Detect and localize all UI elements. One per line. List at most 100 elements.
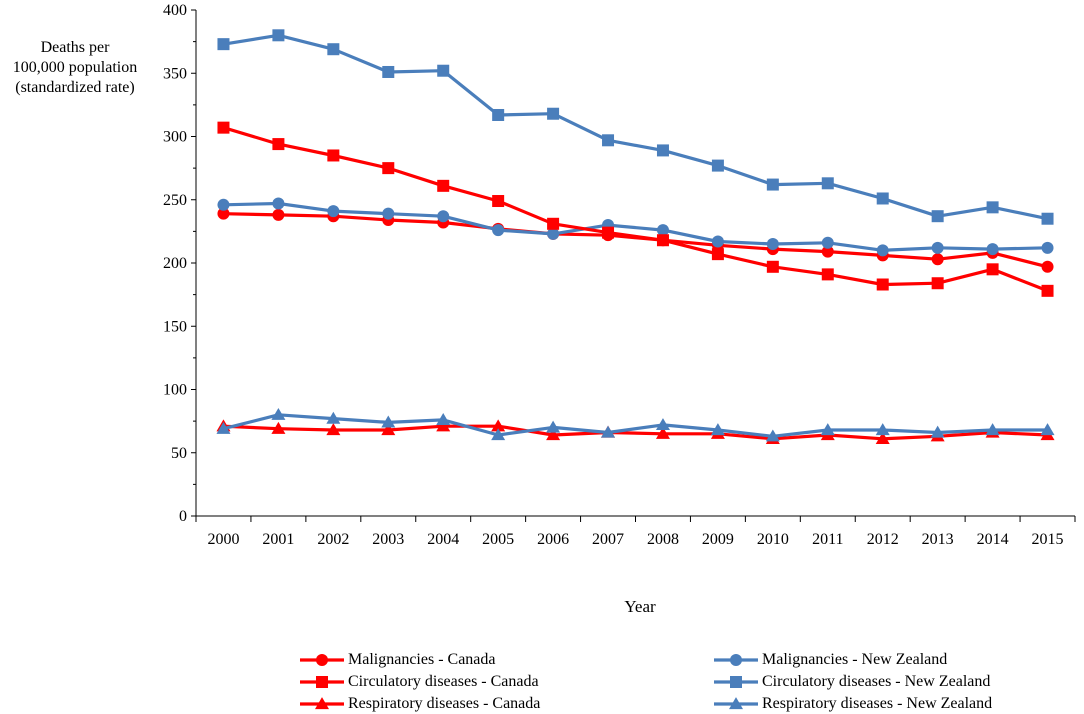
legend-label: Respiratory diseases - Canada bbox=[348, 695, 541, 712]
data-point-triangle bbox=[710, 423, 725, 436]
series-circulatory-diseases-new-zealand bbox=[217, 29, 1054, 225]
legend-item: Malignancies - New Zealand bbox=[714, 650, 947, 670]
y-axis-label: Deaths per 100,000 population (standardi… bbox=[0, 38, 150, 98]
data-point-triangle bbox=[491, 428, 506, 441]
data-point-square bbox=[730, 676, 742, 688]
x-tick-label: 2000 bbox=[207, 531, 239, 548]
x-tick-label: 2002 bbox=[317, 531, 349, 548]
y-tick-label: 400 bbox=[163, 2, 187, 19]
data-point-square bbox=[492, 108, 505, 121]
legend-item: Circulatory diseases - Canada bbox=[300, 672, 539, 692]
data-point-triangle bbox=[875, 431, 890, 444]
legend-swatch bbox=[714, 697, 758, 710]
data-point-triangle bbox=[381, 415, 396, 428]
series-layer bbox=[216, 29, 1055, 444]
data-point-triangle bbox=[216, 421, 231, 434]
legend-label: Circulatory diseases - Canada bbox=[348, 673, 539, 690]
legend-item: Malignancies - Canada bbox=[300, 650, 496, 670]
data-point-triangle bbox=[436, 413, 451, 425]
data-point-square bbox=[876, 278, 889, 291]
data-point-circle bbox=[711, 235, 724, 248]
data-point-circle bbox=[437, 210, 450, 223]
data-point-square bbox=[547, 217, 560, 230]
data-point-triangle bbox=[930, 425, 945, 438]
x-tick-label: 2001 bbox=[262, 531, 294, 548]
data-point-square bbox=[711, 159, 724, 172]
data-point-square bbox=[656, 234, 669, 247]
data-point-square bbox=[547, 107, 560, 120]
data-point-square bbox=[766, 260, 779, 273]
x-tick-label: 2010 bbox=[757, 531, 789, 548]
data-point-square bbox=[382, 65, 395, 78]
data-point-circle bbox=[730, 654, 742, 666]
data-point-triangle bbox=[765, 429, 780, 442]
data-point-circle bbox=[766, 238, 779, 251]
y-axis-label-line-2: 100,000 population bbox=[12, 59, 138, 76]
data-point-square bbox=[1041, 212, 1054, 225]
x-tick-label: 2004 bbox=[427, 531, 459, 548]
data-point-triangle bbox=[381, 423, 396, 436]
legend: Malignancies - Canada Malignancies - New … bbox=[300, 650, 1080, 712]
data-point-circle bbox=[821, 245, 834, 258]
data-point-circle bbox=[316, 654, 328, 666]
data-point-circle bbox=[547, 227, 560, 240]
y-tick-label: 200 bbox=[163, 255, 187, 272]
data-point-triangle bbox=[271, 407, 286, 420]
data-point-square bbox=[766, 178, 779, 191]
data-point-square bbox=[821, 177, 834, 190]
series-line bbox=[223, 33, 1048, 221]
data-point-triangle bbox=[655, 426, 670, 439]
series-malignancies-canada bbox=[217, 207, 1054, 273]
data-point-triangle bbox=[601, 425, 616, 438]
legend-swatch bbox=[300, 697, 344, 710]
data-point-square bbox=[821, 268, 834, 281]
data-point-triangle bbox=[729, 697, 743, 710]
data-point-square bbox=[272, 29, 285, 42]
legend-label: Circulatory diseases - New Zealand bbox=[762, 673, 991, 690]
legend-swatch bbox=[714, 654, 758, 666]
series-respiratory-diseases-new-zealand bbox=[216, 407, 1055, 442]
data-point-triangle bbox=[271, 421, 286, 434]
y-axis-label-line-1: Deaths per bbox=[40, 39, 110, 56]
data-point-circle bbox=[217, 207, 230, 220]
data-point-circle bbox=[876, 244, 889, 257]
x-axis-label: Year bbox=[624, 597, 656, 616]
x-tick-label: 2009 bbox=[702, 531, 734, 548]
data-point-circle bbox=[821, 236, 834, 249]
series-circulatory-diseases-canada bbox=[217, 121, 1054, 297]
data-point-square bbox=[327, 149, 340, 162]
y-tick-label: 150 bbox=[163, 318, 187, 335]
data-point-circle bbox=[382, 207, 395, 220]
legend-swatch bbox=[714, 676, 758, 688]
series-line bbox=[223, 126, 1049, 293]
data-point-triangle bbox=[315, 697, 329, 710]
data-point-square bbox=[931, 277, 944, 290]
legend-label: Malignancies - Canada bbox=[348, 651, 496, 668]
data-point-square bbox=[316, 676, 328, 688]
data-point-triangle bbox=[985, 423, 1000, 436]
legend-item: Respiratory diseases - Canada bbox=[300, 694, 540, 714]
data-point-triangle bbox=[546, 420, 561, 433]
data-point-circle bbox=[931, 253, 944, 266]
legend-label: Malignancies - New Zealand bbox=[762, 651, 948, 668]
x-tick-label: 2013 bbox=[922, 531, 954, 548]
x-tick-label: 2005 bbox=[482, 531, 514, 548]
y-tick-label: 100 bbox=[163, 382, 187, 399]
data-point-square bbox=[492, 195, 505, 208]
data-point-square bbox=[327, 43, 340, 56]
legend-swatch bbox=[300, 676, 344, 688]
data-point-circle bbox=[327, 205, 340, 218]
data-point-circle bbox=[656, 224, 669, 237]
data-point-triangle bbox=[491, 419, 506, 432]
series-line bbox=[223, 413, 1048, 438]
data-point-square bbox=[382, 162, 395, 175]
x-tick-label: 2014 bbox=[977, 531, 1009, 548]
data-point-circle bbox=[492, 224, 505, 237]
data-point-square bbox=[656, 144, 669, 157]
x-tick-label: 2008 bbox=[647, 531, 679, 548]
x-tick-label: 2006 bbox=[537, 531, 569, 548]
data-point-square bbox=[602, 134, 615, 147]
x-tick-label: 2011 bbox=[812, 531, 843, 548]
y-tick-label: 350 bbox=[163, 65, 187, 82]
data-point-triangle bbox=[875, 423, 890, 436]
